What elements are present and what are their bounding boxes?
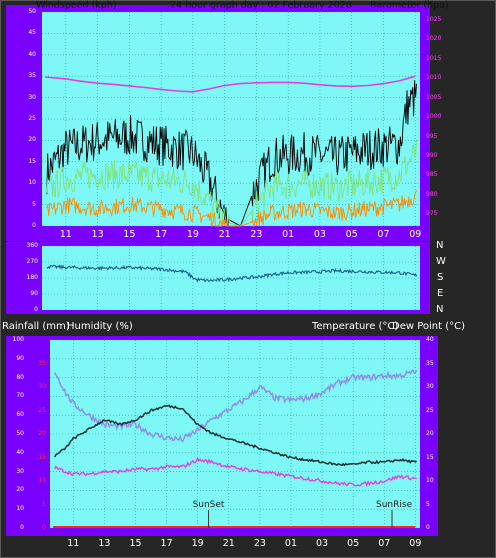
- temperature-y-tick: 40: [426, 336, 434, 343]
- temperature-y-tick: 15: [426, 453, 434, 461]
- wind-x-tick: 17: [155, 229, 168, 240]
- temp-x-tick: 01: [284, 538, 297, 549]
- wind-y-tick: 35: [28, 72, 36, 80]
- wind-y-tick: 5: [32, 200, 36, 208]
- temp-x-tick: 15: [129, 538, 142, 549]
- humidity-y-tick: 70: [16, 392, 24, 400]
- barometer-y-tick: 1025: [426, 15, 442, 23]
- humidity-y-tick: 40: [16, 448, 24, 456]
- temperature-y-tick: 35: [426, 359, 434, 367]
- temp-x-tick: 19: [191, 538, 204, 549]
- rainfall-y-tick: 35: [38, 359, 46, 367]
- direction-y-tick: 180: [26, 274, 38, 281]
- direction-y-tick: 360: [26, 242, 38, 249]
- direction-plot-area: [42, 246, 420, 310]
- rainfall-y-tick: 10: [38, 477, 46, 484]
- temp-x-tick: 13: [98, 538, 111, 549]
- humidity-y-tick: 100: [12, 336, 24, 343]
- barometer-y-tick: 1010: [426, 74, 442, 82]
- wind-x-tick: 07: [377, 229, 390, 240]
- wind-y-tick: 10: [28, 179, 36, 187]
- barometer-y-tick: 1000: [426, 113, 442, 121]
- wind-x-tick: 13: [91, 229, 104, 240]
- barometer-y-tick: 1005: [426, 93, 442, 101]
- barometer-y-tick: 980: [426, 190, 438, 198]
- compass-e: E: [437, 288, 444, 299]
- compass-w: W: [436, 256, 446, 267]
- wind-x-tick: 23: [250, 229, 263, 240]
- wind-x-tick: 01: [282, 229, 295, 240]
- temp-x-tick: 21: [222, 538, 235, 549]
- wind-y-tick: 45: [28, 29, 36, 37]
- temp-x-tick: 03: [316, 538, 329, 549]
- barometer-y-tick: 1015: [426, 54, 442, 62]
- direction-y-tick: 90: [30, 290, 38, 297]
- wind-y-tick: 20: [28, 136, 36, 144]
- barometer-y-tick: 975: [426, 210, 438, 218]
- barometer-y-tick: 1020: [426, 35, 442, 43]
- temp-x-tick: 17: [160, 538, 173, 549]
- wind-x-tick: 05: [345, 229, 358, 240]
- windspeed-label: Windspeed (kph): [36, 0, 117, 11]
- wind-x-tick: 19: [186, 229, 199, 240]
- temp-x-tick: 07: [378, 538, 391, 549]
- temperature-y-tick: 25: [426, 406, 434, 414]
- compass-n-bottom: N: [436, 304, 444, 315]
- humidity-y-tick: 20: [16, 486, 24, 494]
- barometer-label: Barometer (hpa): [370, 0, 449, 11]
- temp-x-tick: 09: [409, 538, 422, 549]
- barometer-y-tick: 985: [426, 171, 438, 179]
- compass-s: S: [437, 272, 444, 283]
- rainfall-y-tick: 15: [38, 453, 46, 461]
- rainfall-y-tick: 30: [38, 383, 46, 390]
- rainfall-y-tick: 5: [42, 500, 46, 508]
- humidity-y-tick: 30: [16, 467, 24, 475]
- wind-x-tick: 09: [409, 229, 422, 240]
- barometer-y-tick: 990: [426, 151, 438, 159]
- sunset-label: SunSet: [192, 500, 225, 510]
- wind-x-tick: 21: [218, 229, 231, 240]
- wind-plot-area: [42, 12, 420, 226]
- dewpoint-label: Dew Point (°C): [392, 321, 466, 332]
- humidity-y-tick: 10: [16, 505, 24, 513]
- temperature-y-tick: 20: [426, 430, 434, 437]
- rainfall-label: Rainfall (mm): [2, 321, 70, 332]
- wind-x-tick: 03: [313, 229, 326, 240]
- humidity-y-tick: 50: [16, 430, 24, 437]
- wind-y-tick: 50: [28, 8, 36, 15]
- temperature-y-tick: 30: [426, 383, 434, 390]
- humidity-y-tick: 90: [16, 354, 24, 362]
- temperature-y-tick: 5: [426, 500, 430, 508]
- wind-y-tick: 15: [28, 157, 36, 165]
- wind-y-tick: 0: [32, 222, 36, 229]
- rainfall-y-tick: 20: [38, 430, 46, 437]
- temp-x-tick: 11: [67, 538, 80, 549]
- sunrise-label: SunRise: [376, 500, 413, 510]
- temp-humidity-plot-area: [50, 340, 420, 528]
- graph-title: 24 hour graph day : 02 February 2020: [170, 0, 352, 11]
- wind-y-tick: 30: [28, 93, 36, 101]
- temperature-y-tick: 10: [426, 477, 434, 484]
- humidity-y-tick: 60: [16, 411, 24, 419]
- humidity-y-tick: 0: [20, 524, 24, 531]
- humidity-y-tick: 80: [16, 373, 24, 381]
- temperature-y-tick: 0: [426, 524, 430, 531]
- direction-y-tick: 270: [26, 258, 38, 265]
- barometer-y-tick: 995: [426, 132, 438, 140]
- temperature-label: Temperature (°C): [312, 321, 399, 332]
- wind-y-tick: 25: [28, 115, 36, 122]
- wind-x-tick: 11: [59, 229, 72, 240]
- wind-y-tick: 40: [28, 50, 36, 58]
- temp-x-tick: 23: [253, 538, 266, 549]
- compass-n-top: N: [436, 240, 444, 251]
- direction-y-tick: 0: [34, 306, 38, 313]
- temp-x-tick: 05: [347, 538, 360, 549]
- rainfall-y-tick: 25: [38, 406, 46, 414]
- rainfall-y-tick: 0: [42, 524, 46, 531]
- wind-x-tick: 15: [123, 229, 136, 240]
- humidity-label: Humidity (%): [67, 321, 133, 332]
